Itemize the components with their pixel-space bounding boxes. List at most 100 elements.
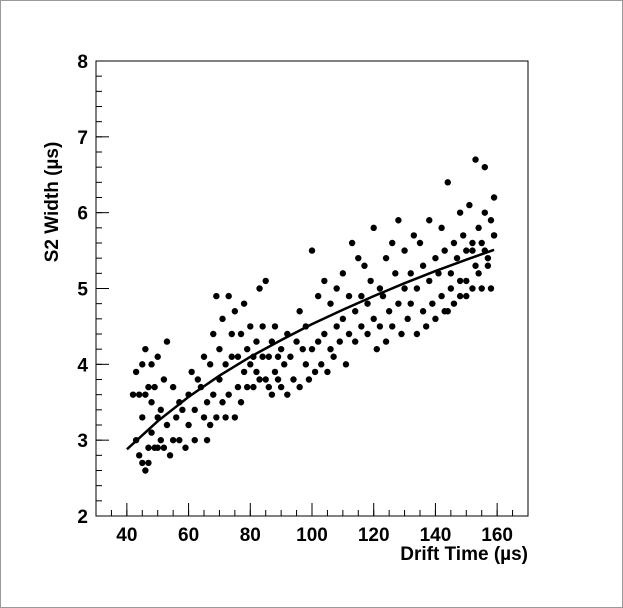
data-point xyxy=(481,209,488,216)
x-tick-label: 120 xyxy=(358,525,390,546)
data-point xyxy=(342,361,350,368)
data-point xyxy=(145,459,152,467)
data-point xyxy=(478,285,485,292)
data-point xyxy=(376,323,384,330)
data-point xyxy=(228,330,235,338)
data-point xyxy=(296,308,303,315)
data-point xyxy=(163,338,171,345)
data-point xyxy=(132,368,140,376)
data-point xyxy=(234,383,242,391)
data-point xyxy=(274,353,282,360)
data-point xyxy=(398,330,405,338)
data-point xyxy=(447,285,455,292)
data-point xyxy=(336,338,343,345)
data-point xyxy=(213,414,220,421)
data-point xyxy=(339,315,347,323)
fit-curve xyxy=(126,248,495,451)
data-point xyxy=(490,232,498,239)
data-point xyxy=(379,292,387,300)
data-point xyxy=(142,391,149,398)
data-point xyxy=(358,323,365,330)
x-tick-label: 80 xyxy=(240,525,261,546)
data-point xyxy=(456,209,464,216)
data-point xyxy=(250,383,257,391)
data-point xyxy=(277,383,285,391)
data-point xyxy=(237,330,245,338)
y-axis-ticks: 2 3 4 5 6 7 8 xyxy=(77,52,109,528)
data-point xyxy=(157,406,164,414)
data-point xyxy=(401,247,408,254)
data-point xyxy=(407,270,414,277)
data-point xyxy=(475,224,482,232)
data-point xyxy=(287,353,294,360)
data-point xyxy=(484,254,492,262)
data-point xyxy=(339,270,347,277)
data-point xyxy=(478,239,485,247)
data-point xyxy=(419,308,427,315)
data-point xyxy=(407,300,414,307)
data-point xyxy=(453,254,461,262)
data-point xyxy=(450,239,458,247)
data-point xyxy=(466,201,473,209)
data-point xyxy=(321,277,328,285)
data-point xyxy=(142,467,149,474)
x-tick-label: 60 xyxy=(178,525,199,546)
data-point xyxy=(302,361,310,368)
data-point xyxy=(188,368,195,376)
data-point xyxy=(395,300,402,307)
data-point xyxy=(206,361,214,368)
data-point xyxy=(385,308,393,315)
data-point xyxy=(444,179,451,186)
data-point xyxy=(256,376,263,383)
data-point xyxy=(404,315,411,323)
x-axis-title: Drift Time (µs) xyxy=(400,544,528,565)
data-point xyxy=(321,330,328,338)
data-point xyxy=(139,361,146,368)
data-point xyxy=(163,421,171,429)
data-point xyxy=(139,414,146,421)
y-tick-label: 3 xyxy=(77,431,88,452)
data-point xyxy=(352,338,359,345)
data-point xyxy=(348,239,356,247)
data-point xyxy=(296,383,303,391)
data-point xyxy=(228,353,235,360)
data-point xyxy=(247,323,254,330)
data-point xyxy=(355,254,362,262)
data-point xyxy=(225,292,232,300)
data-point xyxy=(237,399,245,406)
data-point xyxy=(240,368,248,376)
y-tick-label: 2 xyxy=(77,507,88,528)
data-point xyxy=(256,285,263,292)
data-point xyxy=(234,353,242,360)
data-point xyxy=(463,277,470,285)
data-point xyxy=(484,262,492,269)
data-point xyxy=(145,444,152,451)
data-point xyxy=(247,361,254,368)
data-point xyxy=(299,345,306,353)
data-point xyxy=(166,452,174,459)
data-point xyxy=(311,368,319,376)
plot-frame xyxy=(95,60,529,517)
data-point xyxy=(216,345,223,353)
data-point xyxy=(281,361,288,368)
x-tick-label: 140 xyxy=(420,525,452,546)
data-point xyxy=(210,330,217,338)
data-point xyxy=(395,217,402,224)
data-point xyxy=(413,285,421,292)
data-point xyxy=(463,292,470,300)
data-point xyxy=(333,285,340,292)
data-point xyxy=(469,239,476,247)
data-point xyxy=(370,315,377,323)
data-point xyxy=(142,345,149,353)
data-point xyxy=(318,361,325,368)
data-point xyxy=(262,376,269,383)
data-point xyxy=(426,277,433,285)
data-point xyxy=(179,406,186,414)
data-point xyxy=(308,247,316,254)
data-point xyxy=(169,436,177,444)
data-point xyxy=(324,368,331,376)
data-point xyxy=(200,353,208,360)
data-point xyxy=(330,353,337,360)
data-point xyxy=(419,262,427,269)
data-point xyxy=(194,376,202,383)
